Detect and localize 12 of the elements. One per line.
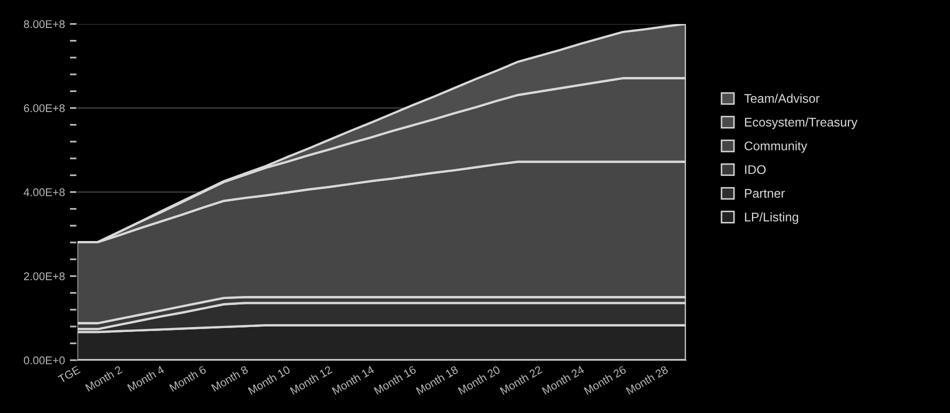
legend-label: Community (744, 141, 808, 153)
y-tick-label: 0.00E+0 (24, 356, 65, 364)
y-tick-label: 8.00E+8 (24, 20, 65, 28)
legend-label: IDO (745, 165, 766, 174)
legend-label: Team/Advisor (744, 94, 820, 103)
y-tick-label: 4.00E+8 (24, 188, 65, 196)
legend-label: Partner (745, 189, 785, 198)
y-tick-label: 6.00E+8 (24, 104, 65, 112)
y-tick-label: 2.00E+8 (24, 272, 65, 280)
legend-label: Ecosystem/Treasury (745, 117, 858, 130)
legend-label: LP/Listing (745, 212, 798, 224)
x-tick-label: TGE (58, 365, 81, 384)
